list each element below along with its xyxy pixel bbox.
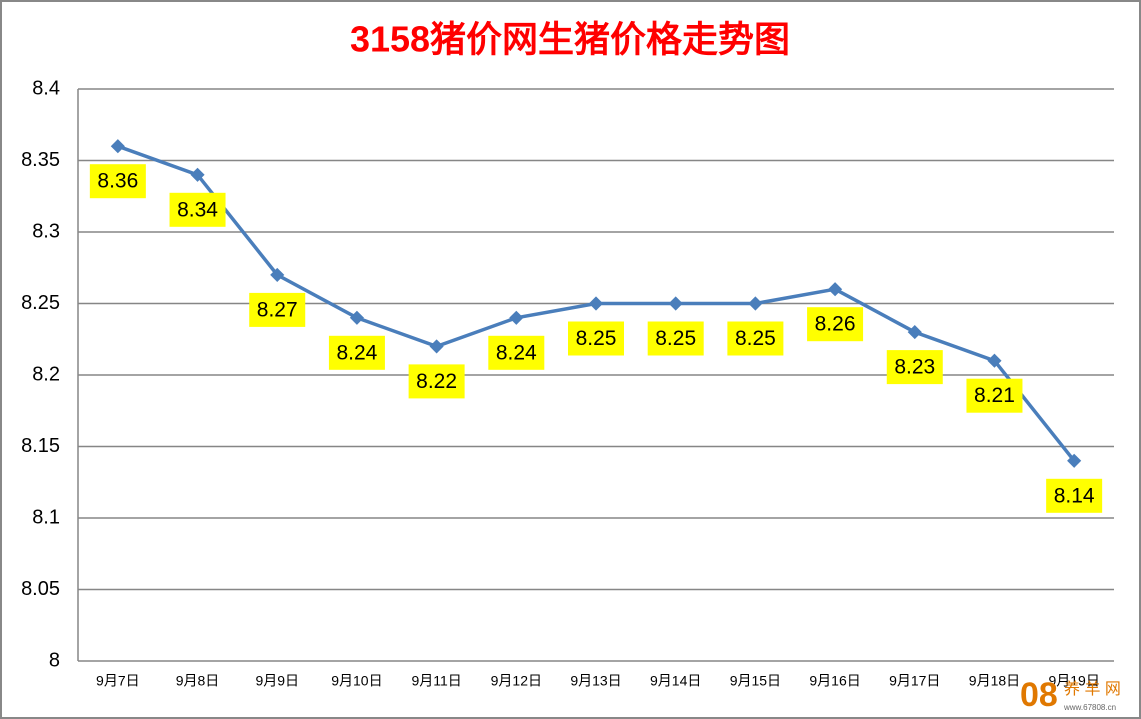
- x-tick-label: 9月12日: [491, 673, 542, 689]
- data-point: [190, 167, 205, 182]
- x-tick-label: 9月19日: [1048, 673, 1099, 689]
- watermark-url: www.67808.cn: [1063, 703, 1116, 712]
- watermark-logo: 08: [1020, 676, 1058, 714]
- data-label-bg: [727, 321, 784, 356]
- data-label-bg: [328, 335, 385, 370]
- data-point: [270, 267, 285, 282]
- data-point: [828, 282, 843, 297]
- y-tick-label: 8.35: [21, 149, 60, 171]
- data-label-bg: [1046, 478, 1103, 513]
- y-tick-label: 8.4: [32, 77, 60, 99]
- data-point: [429, 339, 444, 354]
- data-point: [668, 296, 683, 311]
- data-label-bg: [488, 335, 545, 370]
- x-tick-label: 9月17日: [889, 673, 940, 689]
- y-tick-label: 8.2: [32, 363, 60, 385]
- data-label-bg: [568, 321, 624, 356]
- data-label-bg: [89, 164, 146, 199]
- y-tick-label: 8.1: [32, 506, 60, 528]
- data-label-bg: [966, 378, 1023, 413]
- data-point: [509, 310, 524, 325]
- data-label-bg: [408, 364, 465, 399]
- data-point: [1067, 453, 1082, 468]
- data-point: [748, 296, 763, 311]
- data-label-bg: [249, 292, 306, 327]
- data-label-bg: [886, 350, 943, 385]
- y-tick-label: 8.05: [21, 578, 60, 600]
- y-tick-label: 8.15: [21, 435, 60, 457]
- watermark: 08 养 羊 网 www.67808.cn: [1020, 676, 1121, 714]
- watermark-text: 养 羊 网: [1064, 680, 1121, 698]
- data-label: 8.24: [336, 341, 377, 364]
- data-label: 8.25: [576, 327, 617, 350]
- x-tick-label: 9月9日: [255, 673, 299, 689]
- data-label: 8.34: [177, 198, 218, 221]
- x-tick-label: 9月14日: [650, 673, 701, 689]
- y-tick-label: 8.25: [21, 292, 60, 314]
- data-point: [349, 310, 364, 325]
- data-point: [987, 353, 1002, 368]
- data-label: 8.25: [655, 327, 696, 350]
- x-tick-label: 9月7日: [96, 673, 140, 689]
- data-label-bg: [647, 321, 704, 356]
- x-tick-label: 9月18日: [969, 673, 1020, 689]
- data-label: 8.26: [815, 313, 856, 336]
- data-label: 8.36: [97, 170, 138, 193]
- y-tick-label: 8.3: [32, 220, 60, 242]
- data-label: 8.24: [496, 341, 537, 364]
- data-label: 8.25: [735, 327, 776, 350]
- y-tick-label: 8: [49, 649, 60, 671]
- x-tick-label: 9月16日: [809, 673, 860, 689]
- data-label: 8.21: [974, 384, 1015, 407]
- data-label: 8.22: [416, 370, 457, 393]
- data-label-bg: [169, 192, 226, 227]
- data-label: 8.27: [257, 298, 298, 321]
- x-tick-label: 9月8日: [176, 673, 220, 689]
- data-label: 8.23: [894, 356, 935, 379]
- data-point: [907, 325, 922, 340]
- x-tick-label: 9月15日: [730, 673, 781, 689]
- data-point: [588, 296, 604, 311]
- data-label-bg: [807, 307, 864, 342]
- data-label: 8.14: [1054, 484, 1095, 507]
- x-tick-label: 9月11日: [411, 673, 461, 689]
- x-tick-label: 9月10日: [331, 673, 382, 689]
- chart-title: 3158猪价网生猪价格走势图: [350, 19, 790, 60]
- x-tick-label: 9月13日: [570, 673, 621, 689]
